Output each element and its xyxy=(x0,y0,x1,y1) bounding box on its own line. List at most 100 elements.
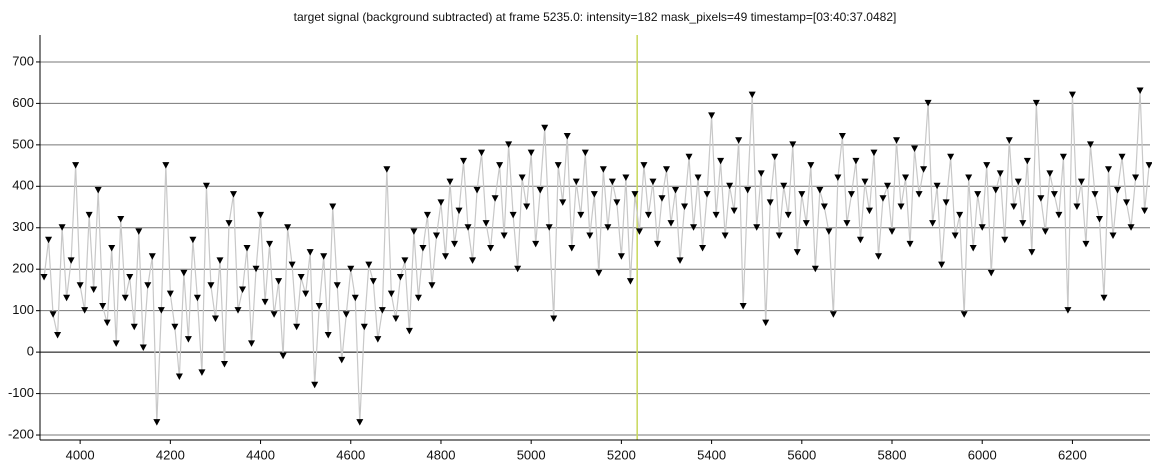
x-tick-label: 4600 xyxy=(336,447,365,462)
marker xyxy=(1145,162,1152,169)
marker xyxy=(374,336,382,343)
marker xyxy=(505,141,513,148)
marker xyxy=(184,336,192,343)
marker xyxy=(1091,191,1099,198)
marker xyxy=(983,162,991,169)
marker xyxy=(469,257,477,264)
marker xyxy=(261,298,269,306)
marker xyxy=(216,257,224,264)
marker xyxy=(933,182,941,190)
marker xyxy=(766,199,774,206)
marker xyxy=(897,203,905,211)
marker xyxy=(802,220,810,227)
marker xyxy=(441,253,449,260)
x-tick-label: 5000 xyxy=(517,447,546,462)
y-tick-label: -200 xyxy=(8,426,34,441)
marker xyxy=(198,369,206,376)
marker xyxy=(762,319,770,327)
marker xyxy=(595,269,603,277)
marker xyxy=(72,162,80,169)
marker xyxy=(820,203,828,211)
marker xyxy=(1086,141,1094,148)
marker xyxy=(315,303,323,310)
marker xyxy=(139,344,147,351)
y-tick-label: 0 xyxy=(27,344,34,359)
marker xyxy=(108,244,116,252)
marker xyxy=(369,278,377,285)
marker xyxy=(1005,137,1013,144)
marker xyxy=(1019,220,1027,227)
marker xyxy=(500,232,508,240)
marker xyxy=(1109,232,1117,240)
marker xyxy=(883,182,891,190)
marker xyxy=(1123,199,1131,206)
marker xyxy=(816,186,824,194)
marker xyxy=(333,282,341,289)
marker xyxy=(166,290,174,298)
marker xyxy=(861,178,869,186)
marker xyxy=(658,195,666,202)
marker xyxy=(681,203,689,211)
y-tick-label: 200 xyxy=(12,261,34,276)
marker xyxy=(496,162,504,169)
marker xyxy=(202,182,210,190)
marker xyxy=(356,419,364,426)
marker xyxy=(405,327,413,335)
marker xyxy=(635,228,643,235)
signal-line xyxy=(43,90,1150,423)
marker xyxy=(590,191,598,198)
marker xyxy=(793,249,801,256)
marker xyxy=(248,340,256,347)
marker xyxy=(392,315,400,322)
marker xyxy=(378,307,386,314)
marker xyxy=(852,157,860,165)
marker xyxy=(153,419,161,426)
marker xyxy=(536,186,544,194)
marker xyxy=(464,224,472,231)
marker xyxy=(491,195,499,202)
marker xyxy=(865,207,873,215)
marker xyxy=(279,352,287,360)
y-tick-label: 700 xyxy=(12,53,34,68)
marker xyxy=(342,311,350,318)
marker xyxy=(626,278,634,285)
marker xyxy=(193,294,201,302)
x-tick-label: 4200 xyxy=(156,447,185,462)
marker xyxy=(1141,207,1149,215)
marker xyxy=(103,319,111,327)
marker xyxy=(1077,178,1085,186)
marker xyxy=(811,265,819,273)
y-tick-label: 100 xyxy=(12,302,34,317)
marker xyxy=(81,307,89,314)
marker xyxy=(297,274,305,281)
marker xyxy=(829,311,837,318)
marker xyxy=(478,149,486,157)
marker xyxy=(581,149,589,157)
marker xyxy=(451,240,459,248)
marker xyxy=(748,91,756,99)
marker xyxy=(40,274,48,281)
marker xyxy=(1095,215,1103,223)
marker xyxy=(874,253,882,260)
marker xyxy=(419,244,427,252)
marker xyxy=(550,315,558,322)
marker xyxy=(514,265,522,273)
marker xyxy=(1114,186,1122,194)
marker xyxy=(126,274,134,281)
marker xyxy=(229,191,237,198)
y-tick-label: 400 xyxy=(12,178,34,193)
marker xyxy=(1105,166,1113,173)
x-tick-label: 5400 xyxy=(697,447,726,462)
marker xyxy=(1136,87,1144,94)
marker xyxy=(351,294,359,302)
marker xyxy=(135,228,143,235)
marker xyxy=(965,174,973,182)
marker xyxy=(387,290,395,298)
marker xyxy=(712,211,720,219)
marker xyxy=(189,236,197,244)
marker xyxy=(54,332,62,339)
marker xyxy=(1082,240,1090,248)
marker xyxy=(960,311,968,318)
marker xyxy=(608,178,616,186)
marker xyxy=(559,199,567,206)
